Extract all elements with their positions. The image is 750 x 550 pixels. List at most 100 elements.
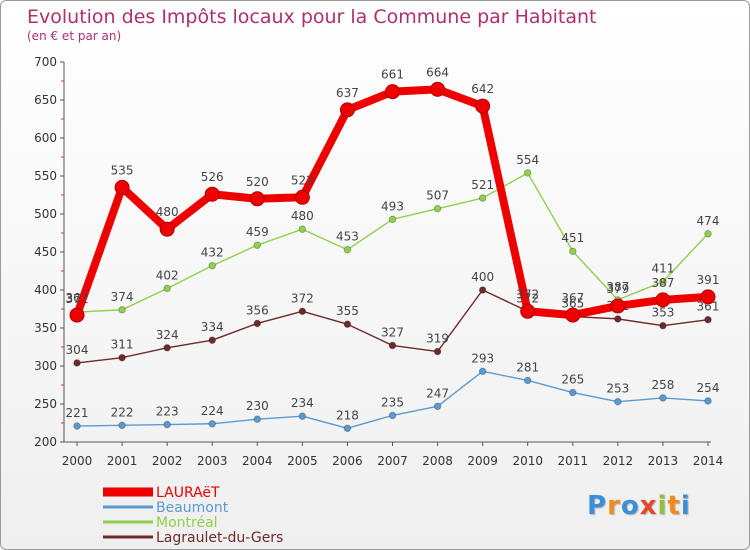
y-tick-label: 700 <box>34 55 57 69</box>
data-point <box>343 320 352 329</box>
axes: 200 250 300 350 400 450 500 550 600 650 700 2000 200… <box>34 55 723 468</box>
data-label: 664 <box>426 65 449 79</box>
data-point <box>610 298 626 314</box>
data-point <box>430 81 446 97</box>
data-point <box>704 397 712 405</box>
data-point <box>433 402 442 411</box>
data-point <box>704 229 712 238</box>
data-label: 355 <box>336 304 359 318</box>
data-point <box>614 315 622 323</box>
x-tick-label: 2001 <box>107 454 138 468</box>
data-point <box>69 307 85 323</box>
data-point <box>208 419 217 428</box>
data-label: 223 <box>156 405 179 419</box>
series-beaumont: 221 222 223 224 230 234 218 235 247 293 281 265 253 2… <box>66 351 719 433</box>
logo-letter: r <box>607 491 621 521</box>
data-label: 374 <box>111 290 134 304</box>
data-point <box>163 343 171 352</box>
data-point <box>659 321 667 330</box>
data-label: 522 <box>291 173 314 187</box>
logo-letter: i <box>657 491 668 521</box>
y-tick-label: 600 <box>34 131 57 145</box>
data-label: 372 <box>291 291 314 305</box>
data-label: 521 <box>471 178 494 192</box>
x-tick-label: 2005 <box>287 454 318 468</box>
legend-label: Lagraulet-du-Gers <box>156 530 283 546</box>
data-label: 451 <box>561 231 584 245</box>
y-tick-label: 400 <box>34 283 57 297</box>
data-point <box>655 292 671 308</box>
data-label: 258 <box>651 378 674 392</box>
data-point <box>475 98 491 114</box>
data-label: 235 <box>381 395 404 409</box>
data-point <box>659 277 667 286</box>
logo-letter: t <box>667 491 681 521</box>
data-point <box>253 241 262 249</box>
data-label: 324 <box>156 328 179 342</box>
data-point <box>73 422 81 430</box>
data-label: 480 <box>291 209 314 223</box>
data-point <box>523 376 532 385</box>
x-tick-label: 2002 <box>152 454 183 468</box>
data-point <box>114 179 130 195</box>
data-point <box>298 307 307 316</box>
logo-letter: i <box>680 491 691 521</box>
y-tick-label: 500 <box>34 207 57 221</box>
data-point <box>163 284 171 293</box>
data-label: 334 <box>201 320 224 334</box>
data-point <box>659 394 667 402</box>
data-label: 224 <box>201 404 224 418</box>
data-point <box>433 204 442 213</box>
chart-title: Evolution des Impôts locaux pour la Comm… <box>27 6 597 28</box>
data-label: 453 <box>336 230 359 244</box>
y-tick-label: 350 <box>34 321 57 335</box>
data-label: 304 <box>66 343 89 357</box>
data-label: 387 <box>606 280 629 294</box>
x-tick-label: 2000 <box>62 454 93 468</box>
data-point <box>253 415 262 424</box>
y-tick-label: 300 <box>34 359 57 373</box>
data-label: 520 <box>246 175 269 189</box>
data-point <box>163 420 171 429</box>
data-label: 411 <box>651 262 674 276</box>
data-label: 253 <box>606 382 629 396</box>
data-point <box>388 341 397 350</box>
data-point <box>614 397 622 406</box>
data-point <box>388 411 397 420</box>
data-point <box>249 191 265 207</box>
data-point <box>118 305 126 314</box>
data-point <box>298 225 307 233</box>
data-point <box>704 315 712 324</box>
data-label: 474 <box>697 214 720 228</box>
data-point <box>208 336 217 344</box>
data-label: 218 <box>336 408 359 422</box>
x-tick-label: 2003 <box>197 454 228 468</box>
data-label: 432 <box>201 246 224 260</box>
data-point <box>565 307 581 323</box>
x-tick-label: 2013 <box>648 454 679 468</box>
x-tick-label: 2006 <box>332 454 363 468</box>
data-label: 222 <box>111 405 134 419</box>
x-tick-label: 2004 <box>242 454 273 468</box>
data-label: 247 <box>426 386 449 400</box>
data-point <box>343 245 352 254</box>
data-label: 637 <box>336 86 359 100</box>
series-montr-al: 371 3744024324594804534935075215544513874… <box>66 153 720 316</box>
logo-letter: P <box>587 491 608 521</box>
data-point <box>520 303 536 319</box>
data-point <box>339 102 355 118</box>
data-label: 367 <box>66 291 89 305</box>
data-point <box>568 388 577 397</box>
data-label: 402 <box>156 268 179 282</box>
y-tick-label: 550 <box>34 169 57 183</box>
x-tick-label: 2011 <box>558 454 589 468</box>
data-point <box>433 347 442 356</box>
y-tick-label: 450 <box>34 245 57 259</box>
data-point <box>388 215 397 224</box>
data-label: 319 <box>426 332 449 346</box>
data-label: 361 <box>697 300 720 314</box>
data-point <box>385 84 400 100</box>
